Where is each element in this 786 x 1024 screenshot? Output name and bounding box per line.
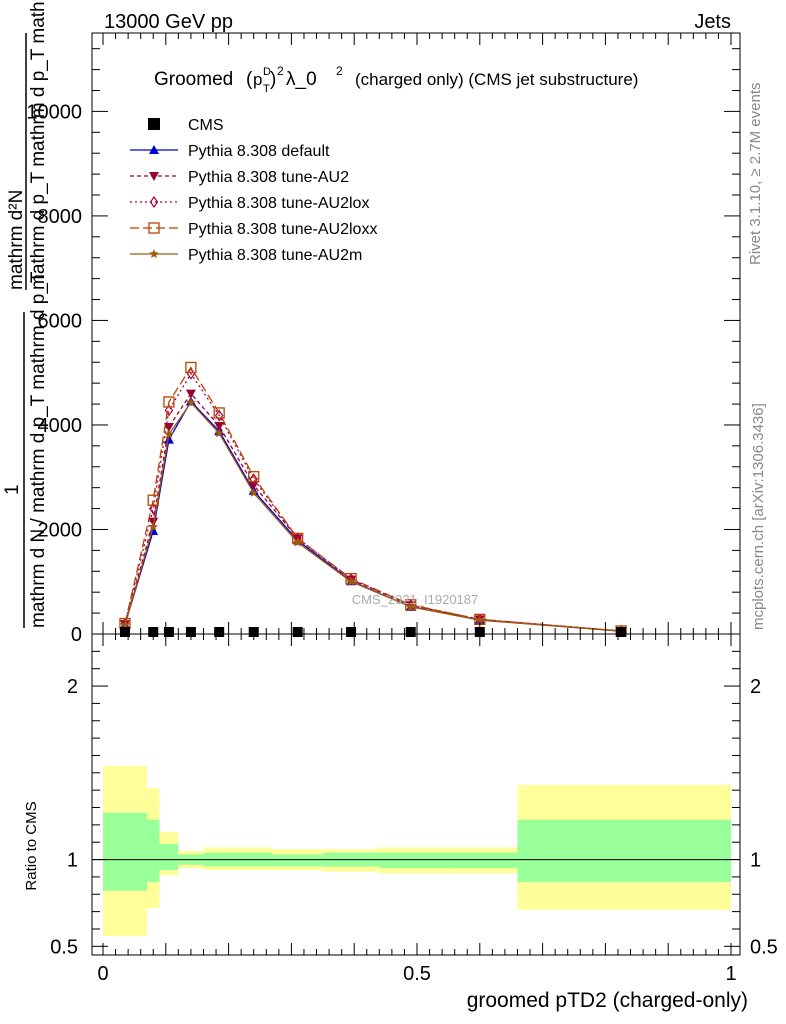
main-plot-area <box>119 361 627 638</box>
y-tick-label: 8000 <box>38 206 83 228</box>
legend-marker-cms <box>148 118 160 130</box>
analysis-watermark: CMS_2021_I1920187 <box>352 592 479 607</box>
series-2-point-4 <box>214 409 224 422</box>
title-sq2: 2 <box>336 64 343 78</box>
series-4-point-7 <box>346 576 356 586</box>
series-4-point-2 <box>164 429 174 439</box>
series-4-point-4 <box>214 428 224 438</box>
ratio-band-inner-5 <box>272 854 323 867</box>
ratio-tick-label-right: 0.5 <box>750 936 778 958</box>
series-4-point-5 <box>249 487 259 497</box>
cms-point-7 <box>346 627 357 637</box>
energy-label: 13000 GeV pp <box>104 11 233 33</box>
ratio-tick-label-right: 1 <box>750 850 761 872</box>
legend-label-3: Pythia 8.308 tune-AU2loxx <box>188 221 377 238</box>
legend-marker-2 <box>149 195 159 209</box>
x-tick-label: 1 <box>725 963 736 985</box>
title-open-paren: ( <box>246 69 253 90</box>
title-groomed: Groomed <box>154 69 233 90</box>
cms-point-8 <box>405 627 416 637</box>
series-4-point-9 <box>475 615 485 625</box>
legend: CMS Pythia 8.308 default Pythia 8.308 tune… <box>130 117 377 264</box>
ratio-frame <box>91 633 741 956</box>
series-1-point-4 <box>214 422 225 432</box>
series-3-point-4 <box>213 407 225 419</box>
ylabel-main-denominator: mathrm d N / mathrm d p_T mathrm d p_T <box>28 271 49 628</box>
cms-point-2 <box>163 627 174 637</box>
series-3-point-2 <box>163 396 175 408</box>
series-2-point-5 <box>249 473 258 486</box>
category-label: Jets <box>694 11 731 33</box>
ylabel-top-numerator: mathrm d²N <box>6 190 27 290</box>
legend-marker-4 <box>149 249 159 258</box>
series-4-point-6 <box>292 537 303 547</box>
x-tick-label: 0.5 <box>403 963 431 985</box>
ratio-band-inner-2 <box>159 843 179 870</box>
legend-marker-3 <box>148 222 160 234</box>
title-rest: (charged only) (CMS jet substructure) <box>355 70 638 89</box>
ratio-band-inner-9 <box>517 819 731 883</box>
series-3-point-3 <box>185 361 197 374</box>
title-sq: 2 <box>277 64 284 78</box>
legend-label-1: Pythia 8.308 tune-AU2 <box>188 169 349 186</box>
legend-label-4: Pythia 8.308 tune-AU2m <box>188 247 362 264</box>
ylabel-top-denominator: mathrm d p_T mathrm d p_T mathrm d lambd… <box>28 0 49 290</box>
series-1-point-2 <box>163 423 174 433</box>
cms-point-10 <box>616 627 627 637</box>
series-4-point-8 <box>406 601 416 611</box>
series-2-point-2 <box>164 404 174 417</box>
title-sup-d: D <box>263 66 271 78</box>
chart-title: Groomed ( p D T ) 2 λ_0 2 (charged only)… <box>154 64 638 95</box>
title-p: p <box>253 70 262 89</box>
legend-marker-0 <box>149 145 159 154</box>
ratio-tick-label-right: 2 <box>750 676 761 698</box>
legend-label-2: Pythia 8.308 tune-AU2lox <box>188 195 369 212</box>
y-tick-label: 6000 <box>38 310 83 332</box>
series-1-point-3 <box>185 389 196 399</box>
title-close-paren: ) <box>270 69 276 90</box>
x-axis-label: groomed pTD2 (charged-only) <box>467 989 748 1012</box>
main-ylabel: mathrm d²N mathrm d p_T mathrm d p_T mat… <box>2 0 49 628</box>
ylabel-one: 1 <box>2 484 23 495</box>
cms-point-6 <box>292 627 303 637</box>
series-0-point-2 <box>163 434 174 444</box>
legend-label-cms: CMS <box>188 117 224 134</box>
title-lambda: λ_0 <box>286 69 317 90</box>
ratio-band-inner-0 <box>103 812 147 891</box>
y-tick-label: 4000 <box>38 415 83 437</box>
ratio-tick-label-left: 0.5 <box>50 936 78 958</box>
series-4-point-0 <box>120 619 130 629</box>
ratio-band-inner-7 <box>379 852 449 869</box>
series-3-point-5 <box>248 471 260 483</box>
ratio-bands <box>92 765 740 936</box>
cms-point-0 <box>119 627 130 637</box>
series-4-point-3 <box>186 397 196 407</box>
ratio-ylabel: Ratio to CMS <box>23 801 40 890</box>
series-1-point-5 <box>248 481 259 491</box>
mcplots-label: mcplots.cern.ch [arXiv:1306.3436] <box>750 403 767 630</box>
y-tick-label: 0 <box>71 624 82 646</box>
series-line-3 <box>124 366 622 632</box>
series-2-point-1 <box>149 502 158 515</box>
cms-point-4 <box>214 627 225 637</box>
rivet-label: Rivet 3.1.10, ≥ 2.7M events <box>747 83 764 266</box>
axes: 0 0.5 1 0 2000 4000 6000 8000 10000 0.5 0.5 1 1 2 2 <box>26 32 778 985</box>
title-sub-t: T <box>263 83 270 95</box>
series-4-point-1 <box>148 521 158 531</box>
ratio-tick-label-left: 1 <box>67 850 78 872</box>
legend-marker-1 <box>149 172 159 181</box>
y-tick-label: 10000 <box>26 101 82 123</box>
ratio-tick-label-left: 2 <box>67 676 78 698</box>
x-tick-label: 0 <box>97 963 108 985</box>
legend-label-0: Pythia 8.308 default <box>188 143 330 160</box>
ratio-band-inner-1 <box>146 819 160 883</box>
y-tick-label: 2000 <box>38 519 83 541</box>
ratio-band-inner-8 <box>448 852 518 869</box>
